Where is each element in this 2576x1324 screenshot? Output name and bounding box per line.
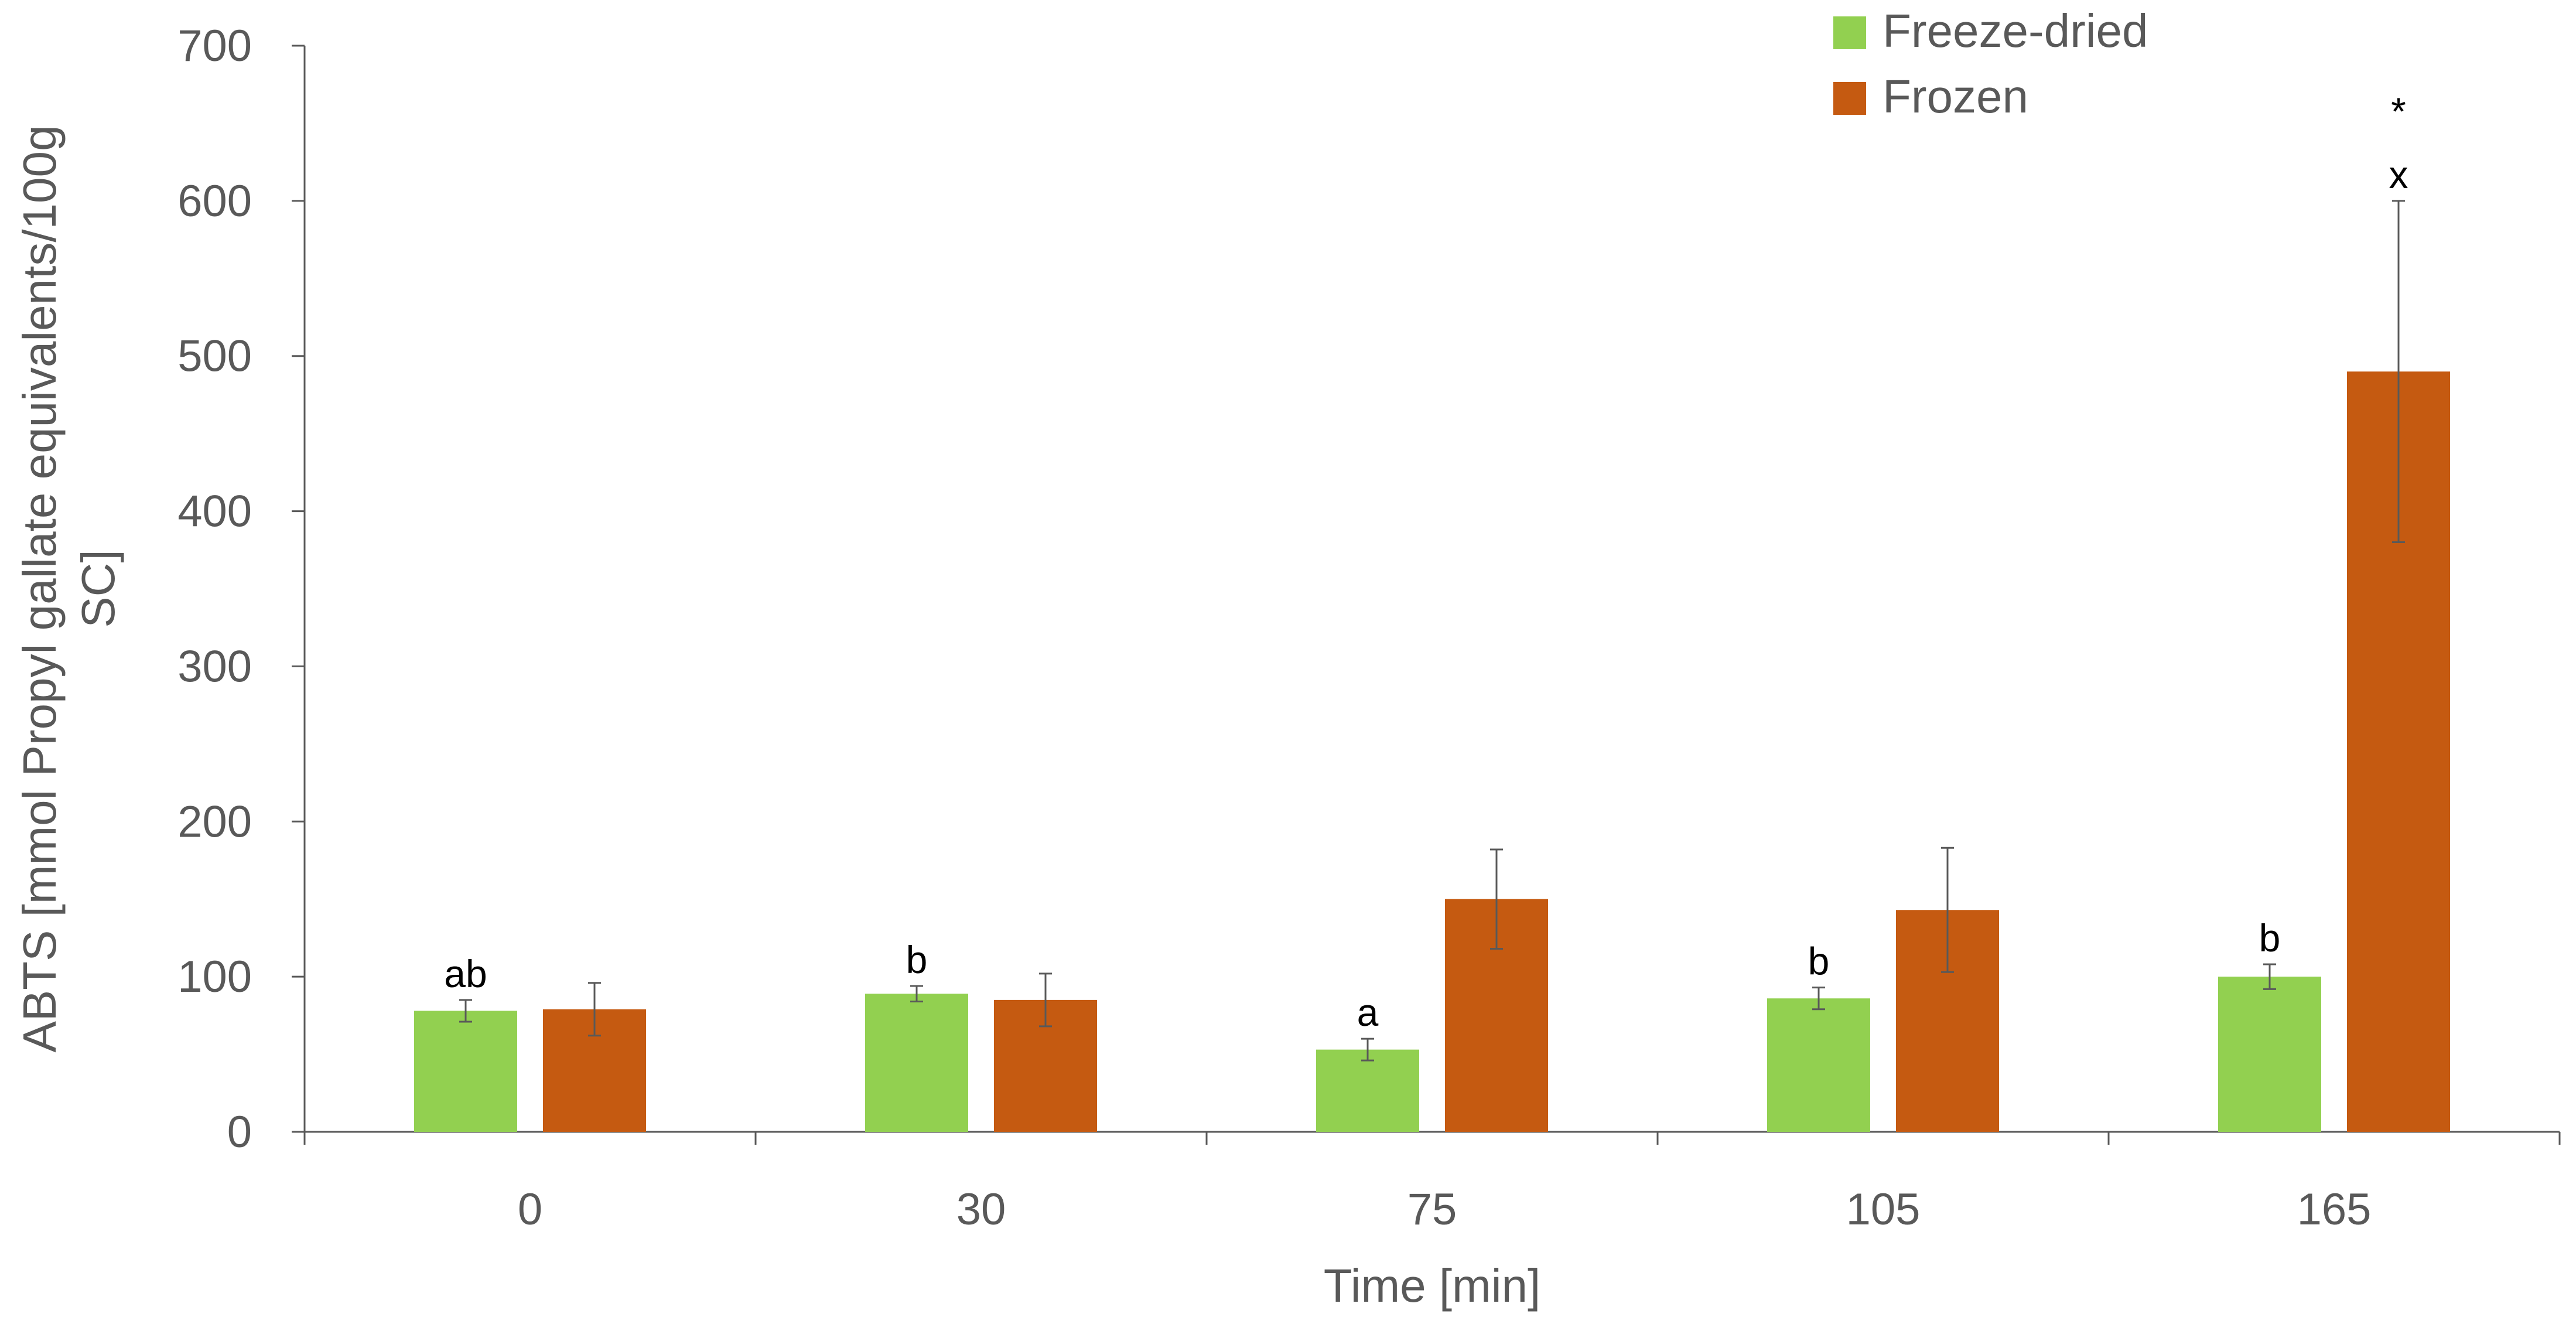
x-axis-title: Time [min] xyxy=(1324,1260,1540,1312)
legend-swatch xyxy=(1833,82,1866,115)
y-axis-title-line: SC] xyxy=(72,550,124,627)
y-tick-label: 0 xyxy=(227,1107,252,1157)
legend: Freeze-dried Frozen xyxy=(1833,5,2148,122)
x-tick-label: 165 xyxy=(2297,1185,2372,1234)
y-tick-label: 600 xyxy=(177,176,252,226)
bar xyxy=(865,994,968,1132)
y-tick-label: 200 xyxy=(177,797,252,847)
y-axis-title-line: ABTS [mmol Propyl gallate equivalents/10… xyxy=(13,125,66,1052)
x-tick-label: 0 xyxy=(518,1185,542,1234)
bar xyxy=(1767,998,1870,1132)
axes: 0 100 200 300 400 500 600 700 0 30 75 105 165 xyxy=(177,21,2561,1234)
error-bars xyxy=(459,200,2405,1062)
significance-label: b xyxy=(2259,916,2281,960)
bars xyxy=(414,371,2450,1132)
bar xyxy=(2218,977,2321,1132)
y-tick-label: 700 xyxy=(177,21,252,71)
legend-label: Frozen xyxy=(1883,70,2028,122)
legend-swatch xyxy=(1833,16,1866,49)
significance-label: b xyxy=(1808,940,1830,983)
y-tick-label: 300 xyxy=(177,641,252,691)
legend-label: Freeze-dried xyxy=(1883,5,2148,57)
significance-label: a xyxy=(1357,991,1379,1034)
significance-annotation: * xyxy=(2391,90,2406,133)
bar xyxy=(1316,1049,1419,1132)
x-tick-label: 75 xyxy=(1407,1185,1457,1234)
x-tick-label: 30 xyxy=(956,1185,1006,1234)
y-tick-label: 400 xyxy=(177,487,252,537)
y-axis-title: ABTS [mmol Propyl gallate equivalents/10… xyxy=(13,125,124,1052)
y-tick-label: 100 xyxy=(177,952,252,1002)
x-tick-label: 105 xyxy=(1846,1185,1921,1234)
bar xyxy=(414,1011,517,1132)
significance-label: ab xyxy=(444,952,487,995)
y-tick-label: 500 xyxy=(177,332,252,381)
significance-label: x xyxy=(2389,153,2408,196)
significance-label: b xyxy=(906,938,928,981)
